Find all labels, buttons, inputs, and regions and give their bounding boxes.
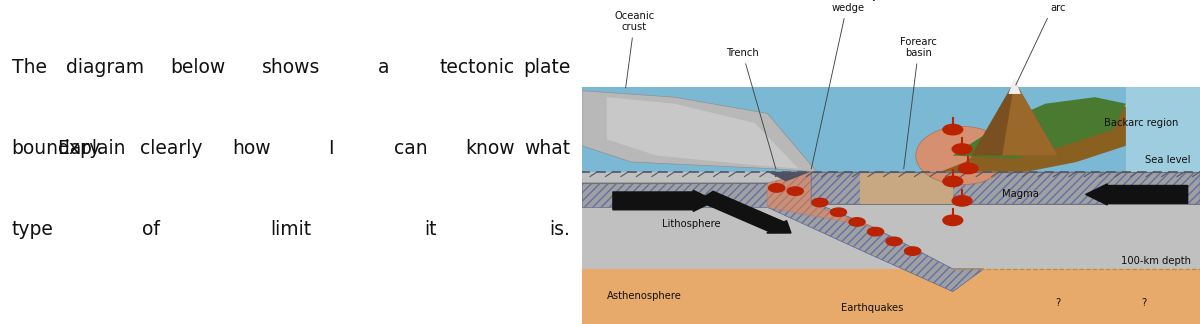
Text: tectonic: tectonic [439, 58, 515, 77]
Text: I: I [328, 139, 334, 158]
Text: Oceanic
crust: Oceanic crust [614, 11, 655, 88]
Circle shape [812, 198, 828, 207]
Polygon shape [768, 172, 811, 181]
Text: can: can [394, 139, 427, 158]
Text: below: below [170, 58, 226, 77]
FancyArrow shape [1086, 184, 1188, 205]
Polygon shape [1126, 87, 1200, 172]
Text: Accretionary
wedge: Accretionary wedge [811, 0, 880, 169]
Text: of: of [143, 220, 161, 239]
Text: Asthenosphere: Asthenosphere [607, 292, 682, 301]
FancyArrow shape [698, 191, 791, 233]
Text: how: how [232, 139, 270, 158]
Text: Earthquakes: Earthquakes [841, 303, 904, 313]
Polygon shape [916, 126, 1008, 185]
Text: Backarc region: Backarc region [1104, 118, 1178, 128]
Circle shape [943, 176, 962, 187]
Polygon shape [607, 97, 798, 168]
Text: Lithosphere: Lithosphere [662, 219, 721, 228]
Text: ?: ? [1055, 298, 1061, 308]
Circle shape [787, 187, 803, 195]
Text: is.: is. [550, 220, 570, 239]
Circle shape [848, 218, 865, 226]
Polygon shape [582, 91, 817, 172]
Text: The: The [12, 58, 47, 77]
Circle shape [868, 227, 883, 236]
Text: Magma: Magma [1002, 190, 1039, 199]
Text: type: type [12, 220, 54, 239]
Text: Explain: Explain [58, 139, 126, 158]
Polygon shape [582, 269, 1200, 324]
Polygon shape [582, 172, 1200, 269]
Text: Sea level: Sea level [1145, 155, 1190, 165]
Text: 100-km depth: 100-km depth [1121, 256, 1190, 266]
Circle shape [952, 144, 972, 154]
Text: plate: plate [523, 58, 570, 77]
Polygon shape [941, 104, 1126, 172]
Circle shape [830, 208, 846, 216]
Text: diagram: diagram [66, 58, 144, 77]
Polygon shape [582, 183, 984, 292]
Text: a: a [378, 58, 390, 77]
Circle shape [905, 247, 920, 255]
Text: clearly: clearly [140, 139, 203, 158]
Circle shape [943, 124, 962, 135]
Text: shows: shows [262, 58, 320, 77]
Text: Forearc
basin: Forearc basin [900, 37, 937, 169]
Polygon shape [768, 172, 872, 227]
Text: limit: limit [270, 220, 312, 239]
Text: ?: ? [1141, 298, 1147, 308]
Text: it: it [425, 220, 437, 239]
Circle shape [943, 215, 962, 226]
Polygon shape [582, 87, 1200, 172]
Polygon shape [811, 172, 1200, 204]
Polygon shape [953, 97, 1126, 159]
Circle shape [959, 163, 978, 174]
Circle shape [769, 184, 785, 192]
Polygon shape [1008, 78, 1021, 94]
Circle shape [886, 237, 902, 246]
Polygon shape [971, 81, 1058, 156]
Circle shape [952, 196, 972, 206]
FancyArrow shape [613, 191, 715, 212]
Text: Volcanic
island
arc: Volcanic island arc [1015, 0, 1079, 85]
Text: what: what [524, 139, 570, 158]
Text: Trench: Trench [726, 48, 776, 169]
Text: know: know [466, 139, 515, 158]
Polygon shape [1002, 81, 1058, 156]
Polygon shape [860, 172, 953, 204]
Text: boundary.: boundary. [12, 139, 104, 158]
